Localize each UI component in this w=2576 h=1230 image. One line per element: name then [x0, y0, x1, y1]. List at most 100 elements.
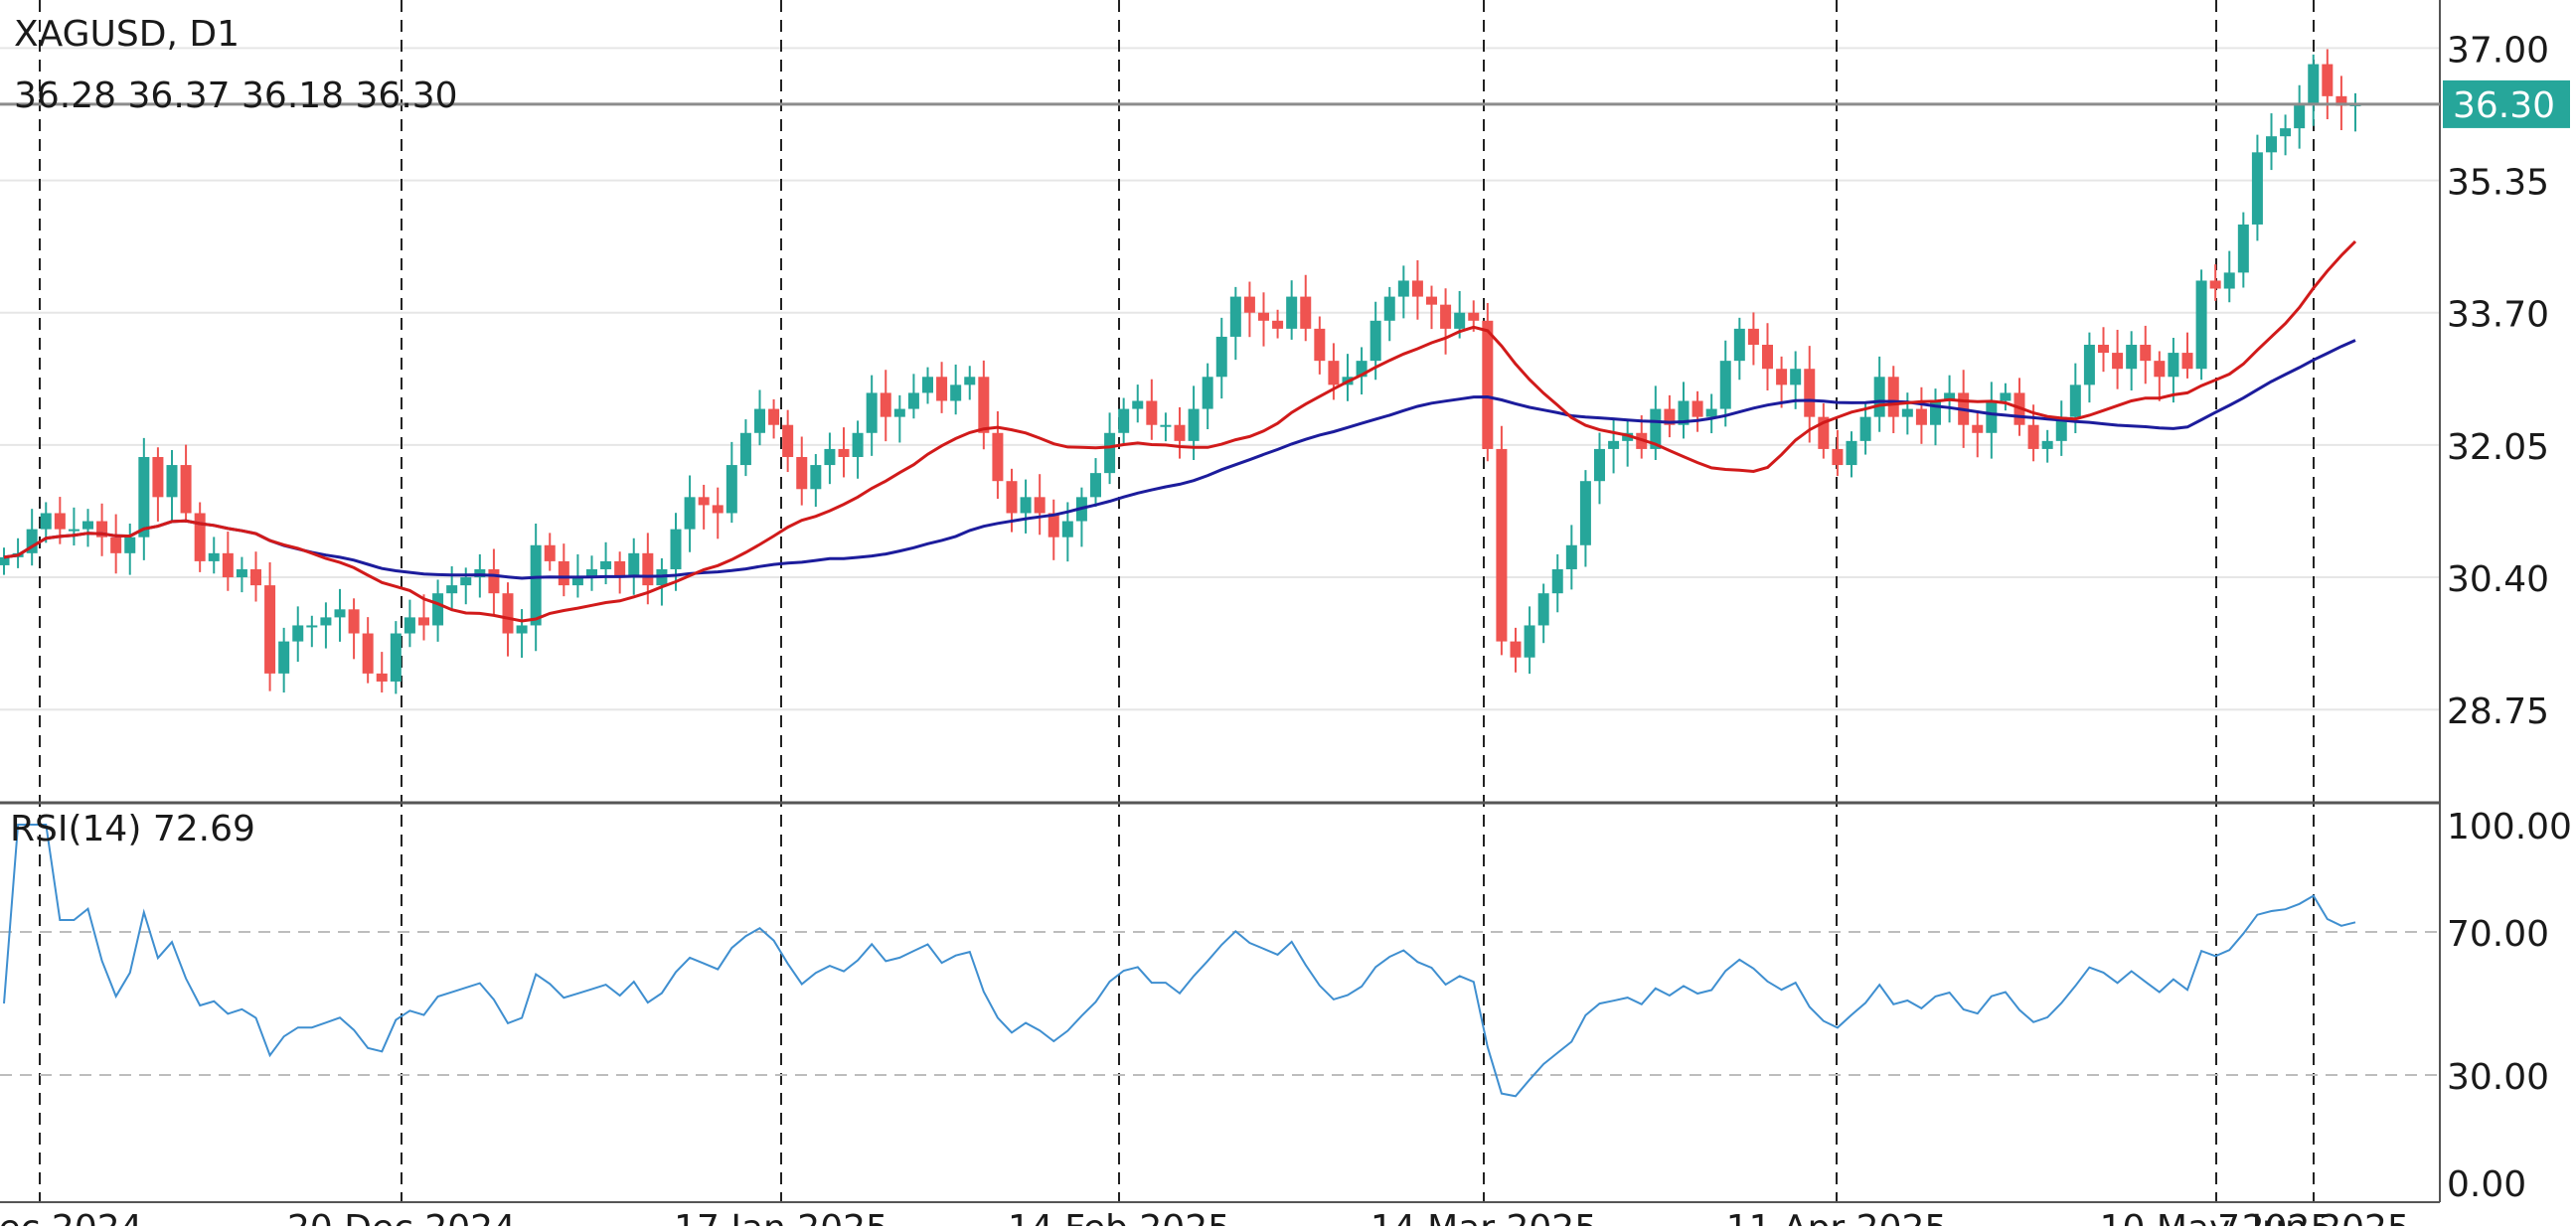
candle-body [936, 377, 948, 401]
candle [698, 484, 710, 530]
candle-body [978, 377, 990, 433]
last-price-label: 36.30 [2453, 85, 2555, 126]
candle [1132, 384, 1144, 423]
candle-body [1832, 448, 1844, 466]
candle-body [1356, 361, 1368, 378]
candle [334, 588, 346, 642]
candle-body [208, 552, 220, 561]
candle [1146, 379, 1158, 440]
period-separators [39, 0, 2315, 1202]
time-tick-label: 11 Apr 2025 [1726, 1208, 1948, 1226]
candle [1272, 309, 1284, 339]
candle [432, 579, 444, 642]
time-tick-label: 10 May 2025 [2100, 1208, 2334, 1226]
candle-body [1383, 296, 1395, 321]
candle-body [684, 497, 696, 530]
candle [2154, 351, 2166, 401]
candle-body [670, 529, 682, 569]
candle-body [1047, 513, 1059, 538]
candle [2237, 212, 2249, 288]
candle-body [474, 568, 486, 578]
candle-body [1411, 280, 1423, 297]
candle [1482, 303, 1494, 462]
candle-body [2195, 280, 2207, 370]
candle-body [460, 577, 472, 586]
candle-body [1678, 400, 1690, 425]
candle-body [1664, 408, 1676, 425]
candle-body [571, 577, 583, 586]
candle-body [278, 641, 290, 674]
candle-body [1776, 369, 1788, 385]
candle [2209, 264, 2221, 301]
candle-body [544, 544, 556, 561]
candle-body [838, 448, 850, 457]
candle-body [628, 552, 640, 578]
candle [1047, 499, 1059, 560]
grid-lines [0, 47, 2440, 711]
candle [1160, 412, 1172, 442]
candle-body [40, 513, 52, 530]
candle [838, 427, 850, 478]
candle [1537, 583, 1549, 644]
candle [2083, 332, 2095, 403]
candle-body [264, 585, 276, 674]
candle-body [1090, 473, 1101, 498]
candle-body [1328, 361, 1340, 385]
candle [488, 548, 500, 615]
last-price-tag [2443, 79, 2570, 128]
candle [1762, 323, 1773, 391]
candle-body [2098, 345, 2109, 354]
candle [1986, 382, 1998, 459]
price-tick-label: 28.75 [2447, 692, 2549, 732]
candle [936, 362, 948, 413]
candle-body [2223, 272, 2235, 289]
candle [978, 360, 990, 450]
candle-body [1006, 481, 1018, 514]
candle-body [2083, 345, 2095, 385]
candle-body [1202, 377, 1213, 409]
candle-body [124, 537, 136, 553]
candle-body [2251, 152, 2263, 225]
candle-body [1496, 448, 1508, 642]
price-tick-label: 37.00 [2447, 30, 2549, 71]
candle-body [1972, 424, 1984, 433]
candle [1565, 525, 1577, 590]
candle [1622, 420, 1634, 467]
price-tick-label: 30.40 [2447, 559, 2549, 600]
candle [1496, 425, 1508, 656]
candle [2322, 49, 2334, 119]
candle-body [950, 384, 962, 401]
candle-body [600, 560, 612, 569]
candle-body [138, 456, 150, 538]
candle [306, 615, 318, 648]
candle [0, 547, 10, 575]
candle-body [194, 513, 206, 561]
candle-body [68, 529, 80, 532]
candle [1705, 393, 1717, 434]
candle [1440, 288, 1452, 355]
ma-slow-line [3, 339, 2356, 580]
time-tick-label: 7 Jun 2025 [2217, 1208, 2410, 1226]
candle [754, 389, 765, 446]
candle-body [810, 465, 822, 490]
candle-body [236, 568, 247, 578]
candle [810, 454, 822, 508]
candle-body [180, 465, 192, 514]
candle [166, 449, 178, 524]
candle-body [2294, 103, 2306, 129]
candle-body [1188, 408, 1200, 441]
candle-body [2335, 95, 2347, 106]
candle [2251, 134, 2263, 241]
candle [1551, 553, 1563, 613]
candle-body [1733, 328, 1745, 362]
candle [2349, 92, 2361, 132]
candle [2098, 327, 2109, 373]
candle-body [1887, 377, 1899, 417]
candle-body [2322, 64, 2334, 96]
candle-body [1873, 377, 1885, 417]
candle-body [403, 617, 415, 634]
candle [1678, 382, 1690, 439]
candle-body [1104, 432, 1116, 474]
candle-body [2266, 136, 2277, 153]
candle [96, 503, 108, 556]
